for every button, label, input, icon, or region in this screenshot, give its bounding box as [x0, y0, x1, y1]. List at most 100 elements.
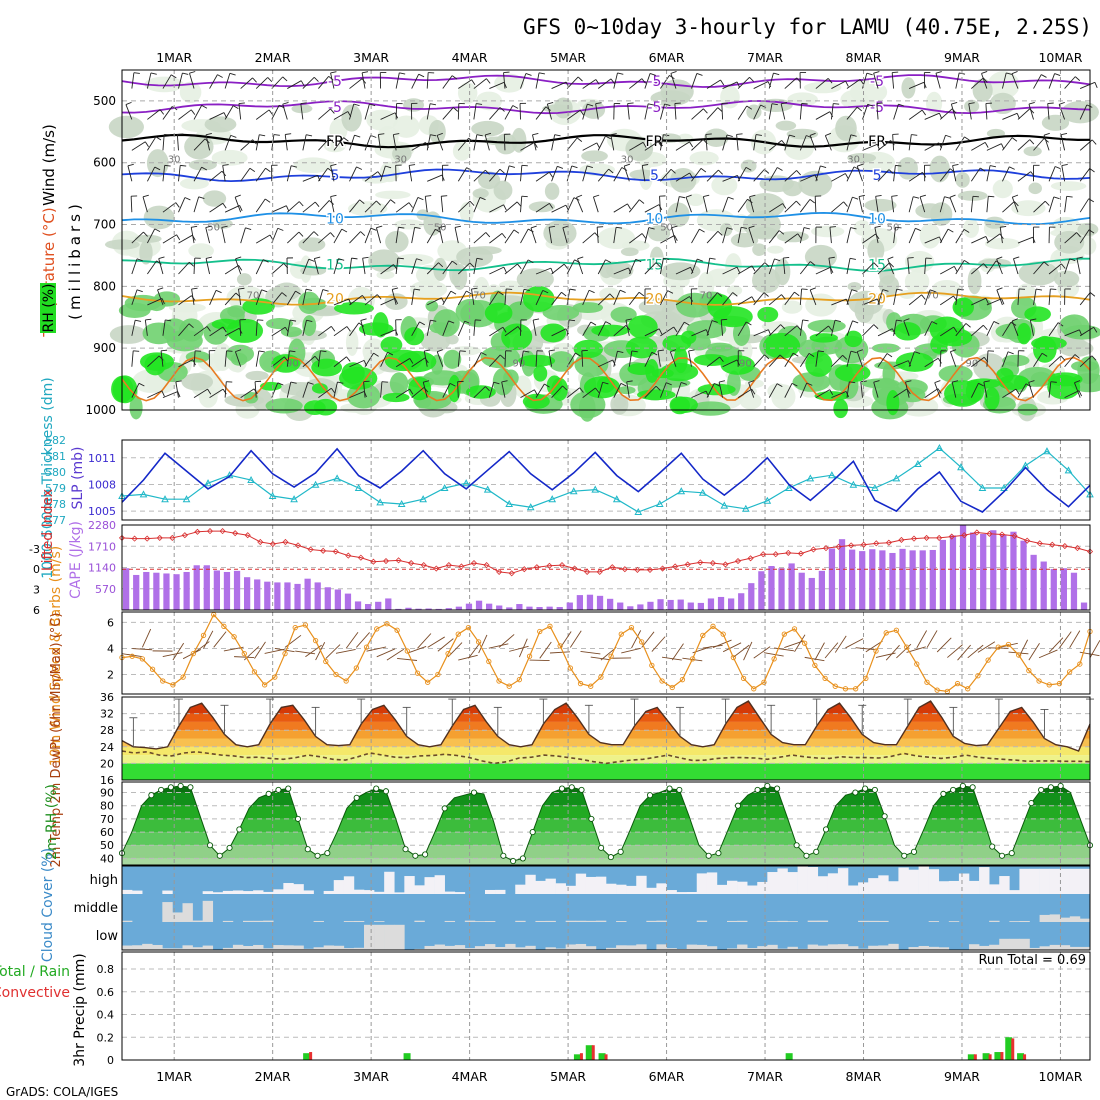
cloud-low-bar — [283, 945, 294, 950]
wind10m-barb — [203, 630, 214, 649]
isotherm-label: -5 — [647, 74, 661, 90]
wind-barb-flag — [164, 164, 171, 167]
wind-barb — [877, 289, 884, 306]
rh2m-point — [382, 788, 390, 795]
cloud-high-bar — [555, 883, 566, 894]
precip-total-bar — [598, 1053, 606, 1060]
wind-barb — [411, 258, 417, 275]
wind-barb — [971, 324, 984, 337]
thickness-point — [161, 495, 169, 503]
wind-barb — [939, 168, 951, 182]
thickness-point — [139, 490, 148, 498]
wind10m-barb — [386, 648, 405, 661]
wind10m-point — [455, 631, 461, 637]
wind10m-barb — [325, 644, 341, 659]
rh-shade — [867, 239, 885, 262]
wind-barb-flag — [778, 230, 785, 235]
wind-barb-flag — [385, 165, 392, 169]
rh-shade — [1070, 360, 1099, 372]
wind-barb — [949, 351, 957, 367]
cloud-high-bar — [424, 877, 435, 894]
cloud-low-bar — [1059, 945, 1071, 950]
wind-barb-flag — [346, 356, 351, 362]
wind-barb-flag — [876, 298, 881, 305]
wind-barb — [234, 351, 242, 367]
wind-barb — [395, 388, 410, 399]
cloud-high-bar — [656, 883, 667, 894]
wind-barb-flag — [277, 227, 284, 231]
cloud-high-bar — [394, 892, 405, 894]
wind10m-barb — [885, 644, 900, 661]
cape-bar — [687, 602, 694, 610]
cape-bar — [728, 598, 735, 610]
wind-barb-flag — [305, 288, 313, 291]
wind-barb — [782, 258, 786, 275]
wind-barb — [286, 350, 290, 367]
wind-barb-flag — [438, 262, 444, 268]
wind-barb — [924, 236, 940, 244]
cape-bar — [838, 539, 846, 610]
wind-barb — [427, 174, 443, 182]
wind-barb-flag — [527, 259, 534, 264]
wind-barb — [566, 387, 580, 398]
wind-barb — [504, 326, 519, 337]
wind-barb — [831, 173, 846, 182]
li-point — [269, 540, 276, 548]
wind-barb — [566, 109, 581, 120]
wind-barb — [380, 112, 396, 120]
rh2m-point — [871, 786, 878, 793]
wind-barb-flag — [191, 287, 198, 290]
cloud-low-bar — [253, 944, 264, 950]
cloud-level-middle: middle — [74, 901, 118, 916]
wind-barb — [503, 134, 506, 151]
cloud-high-bar — [1069, 868, 1081, 894]
rh-shade — [781, 300, 803, 314]
temp2m-label: 2m Temp 2m DewPt (6hr Min/Max) (°C) — [49, 613, 64, 868]
cloud-mid-bar — [162, 902, 173, 922]
rh2m-point — [441, 805, 448, 812]
precip-tick: 0.2 — [97, 1031, 115, 1044]
cloud-high-bar — [384, 871, 395, 894]
bottom-date-labels: 1MAR 2MAR 3MAR 4MAR 5MAR 6MAR 7MAR 8MAR 9MAR 10MA… — [156, 1069, 1083, 1084]
cloud-high-bar — [898, 867, 909, 894]
wind-barb — [846, 289, 853, 306]
wind-barb — [877, 262, 890, 275]
wind-barb-flag — [165, 319, 172, 322]
bottom-date-9MAR: 9MAR — [944, 1069, 980, 1084]
wind10m-point — [170, 682, 176, 688]
rh-shade — [844, 330, 863, 348]
wind-barb-flag — [745, 166, 752, 171]
cloud-low-bar — [1009, 938, 1020, 950]
wind-barb-flag — [952, 380, 959, 383]
wind-barb — [286, 231, 300, 244]
wind-barb-flag — [222, 326, 227, 333]
rh-shade — [432, 309, 460, 337]
cloud-high-bar — [747, 885, 758, 894]
wind-barb-flag — [493, 381, 500, 385]
thickness-point — [397, 499, 406, 507]
wind-barb — [846, 320, 853, 336]
wind-barb — [908, 294, 922, 306]
thickness-point — [785, 483, 793, 491]
wind-barb-flag — [911, 134, 918, 136]
rh-shade — [139, 240, 153, 265]
wind-barb-flag — [239, 205, 243, 212]
li-point — [433, 565, 440, 572]
wind-barb-flag — [857, 349, 864, 353]
cloud-high-bar — [485, 889, 496, 894]
wind-barb — [300, 103, 304, 120]
wind10m-barb — [121, 653, 142, 657]
wind-barb — [737, 167, 747, 182]
wind-barb-flag — [1014, 201, 1019, 207]
cape-bar — [667, 599, 674, 610]
wind-barb-flag — [451, 75, 458, 80]
rh-shade — [667, 202, 690, 227]
wind-barb — [1033, 200, 1046, 213]
wind-barb — [893, 360, 909, 368]
wind10m-barb — [967, 644, 984, 659]
wind-barb — [799, 135, 807, 151]
cloud-mid-bar — [444, 920, 456, 922]
wind-barb-flag — [749, 76, 755, 82]
cloud-mid-bar — [1019, 921, 1030, 922]
